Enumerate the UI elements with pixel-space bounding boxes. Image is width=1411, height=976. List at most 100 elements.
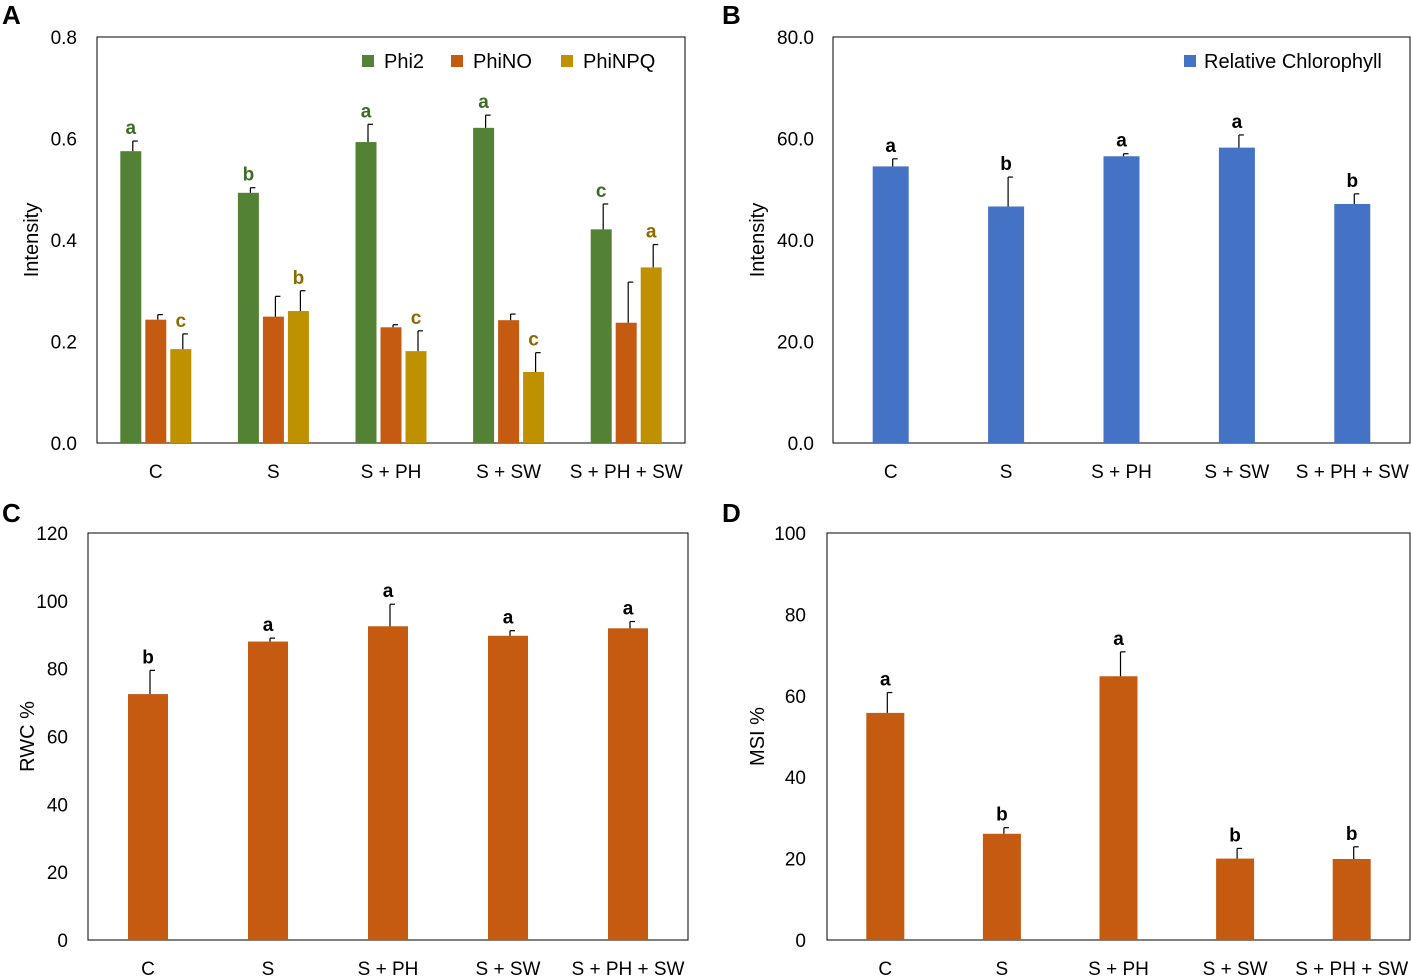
bar-phi2 — [355, 142, 377, 444]
significance-letter: b — [1346, 171, 1358, 192]
x-tick-label: S + PH — [1088, 959, 1149, 976]
significance-letter: a — [1116, 131, 1127, 152]
significance-letter: a — [503, 608, 514, 629]
y-tick-label: 60 — [785, 687, 806, 708]
significance-letter: a — [623, 599, 634, 620]
y-tick-label: 40 — [785, 768, 806, 789]
significance-letter: b — [142, 647, 154, 668]
bar-relative-chlorophyll — [1103, 156, 1140, 443]
significance-letter: a — [1232, 112, 1243, 133]
bar-phi2 — [237, 192, 259, 443]
y-tick-label: 20.0 — [777, 333, 814, 354]
chart-a-intensity-phi: 0.0 0.2 0.4 0.6 0.8 Intensity C S S + PH S + SW S … — [21, 28, 686, 483]
bar-phinpq — [170, 349, 192, 443]
y-tick-label: 120 — [36, 524, 68, 545]
x-tick-label: S + PH + SW — [572, 959, 685, 976]
x-tick-label: S + PH + SW — [570, 462, 683, 483]
x-tick-label: C — [884, 462, 898, 483]
bar-phino — [615, 322, 637, 443]
y-tick-label: 0.6 — [51, 130, 77, 151]
bar-msi- — [866, 712, 905, 940]
x-tick-label: S + PH — [361, 462, 422, 483]
significance-letter: c — [528, 330, 539, 351]
significance-letter: a — [361, 101, 372, 122]
legend-swatch — [1184, 55, 1196, 67]
y-tick-label: 80.0 — [777, 28, 814, 49]
bar-phi2 — [590, 229, 612, 443]
y-axis-label: Intensity — [747, 203, 769, 277]
y-axis-label: RWC % — [17, 701, 39, 772]
y-tick-label: 100 — [774, 524, 806, 545]
chart-d-msi: 0 20 40 60 80 100 MSI % C S S + PH S + SW S + PH + … — [747, 524, 1411, 976]
legend-swatch — [451, 55, 463, 67]
significance-letter: a — [880, 670, 891, 691]
panel-label-d: D — [722, 498, 741, 528]
bar-rwc- — [128, 694, 168, 940]
x-tick-label: S + PH + SW — [1295, 959, 1408, 976]
y-tick-label: 0.8 — [51, 28, 77, 49]
bar-msi- — [1099, 676, 1138, 940]
significance-letter: a — [263, 615, 274, 636]
y-tick-label: 80 — [785, 605, 806, 626]
y-tick-label: 0.0 — [51, 434, 77, 455]
y-tick-label: 0 — [795, 931, 806, 952]
panel-label-b: B — [722, 0, 741, 30]
y-tick-label: 20 — [785, 850, 806, 871]
y-tick-label: 0.0 — [788, 434, 814, 455]
legend-label: PhiNPQ — [583, 51, 655, 73]
bar-rwc- — [608, 628, 648, 940]
x-tick-label: S + SW — [476, 462, 541, 483]
x-tick-label: S — [996, 959, 1009, 976]
x-tick-label: S — [267, 462, 280, 483]
legend-swatch — [362, 55, 374, 67]
panel-label-c: C — [2, 498, 21, 528]
x-tick-label: C — [878, 959, 892, 976]
x-tick-label: S — [262, 959, 275, 976]
bar-phinpq — [287, 311, 309, 443]
significance-letter: b — [1229, 825, 1241, 846]
significance-letter: a — [646, 222, 657, 243]
legend-label: Relative Chlorophyll — [1204, 51, 1382, 73]
y-tick-label: 20 — [47, 863, 68, 884]
bar-phinpq — [640, 267, 662, 443]
bar-msi- — [982, 833, 1021, 940]
bar-rwc- — [248, 641, 288, 940]
bar-phi2 — [473, 127, 495, 443]
x-tick-label: S + PH — [358, 959, 419, 976]
significance-letter: a — [478, 92, 489, 113]
bar-phino — [145, 319, 167, 443]
legend-swatch — [561, 55, 573, 67]
x-tick-label: C — [141, 959, 155, 976]
bar-msi- — [1332, 859, 1371, 940]
y-tick-label: 0 — [57, 931, 68, 952]
significance-letter: b — [1346, 824, 1358, 845]
bar-phinpq — [405, 351, 427, 443]
bar-relative-chlorophyll — [1334, 203, 1371, 443]
bar-phi2 — [120, 151, 142, 443]
significance-letter: b — [293, 268, 305, 289]
bar-phinpq — [523, 371, 545, 443]
bar-relative-chlorophyll — [988, 206, 1025, 443]
significance-letter: a — [885, 136, 896, 157]
significance-letter: c — [176, 311, 187, 332]
significance-letter: a — [126, 118, 137, 139]
bar-rwc- — [368, 626, 408, 940]
significance-letter: a — [1113, 629, 1124, 650]
x-tick-label: S + SW — [476, 959, 541, 976]
significance-letter: c — [411, 308, 422, 329]
y-axis-label: MSI % — [747, 707, 769, 766]
x-tick-label: S — [1000, 462, 1013, 483]
y-tick-label: 0.4 — [51, 231, 78, 252]
bar-relative-chlorophyll — [1218, 147, 1255, 443]
x-tick-label: S + SW — [1203, 959, 1268, 976]
bar-phino — [380, 327, 402, 443]
y-tick-label: 40 — [47, 795, 68, 816]
y-axis-label: Intensity — [21, 203, 43, 277]
panel-label-a: A — [2, 0, 21, 30]
x-tick-label: S + PH + SW — [1296, 462, 1409, 483]
significance-letter: b — [243, 165, 255, 186]
legend-label: Phi2 — [384, 51, 424, 73]
y-tick-label: 60.0 — [777, 130, 814, 151]
chart-b-relative-chlorophyll: 0.0 20.0 40.0 60.0 80.0 Intensity C S S + PH S + … — [747, 28, 1411, 483]
